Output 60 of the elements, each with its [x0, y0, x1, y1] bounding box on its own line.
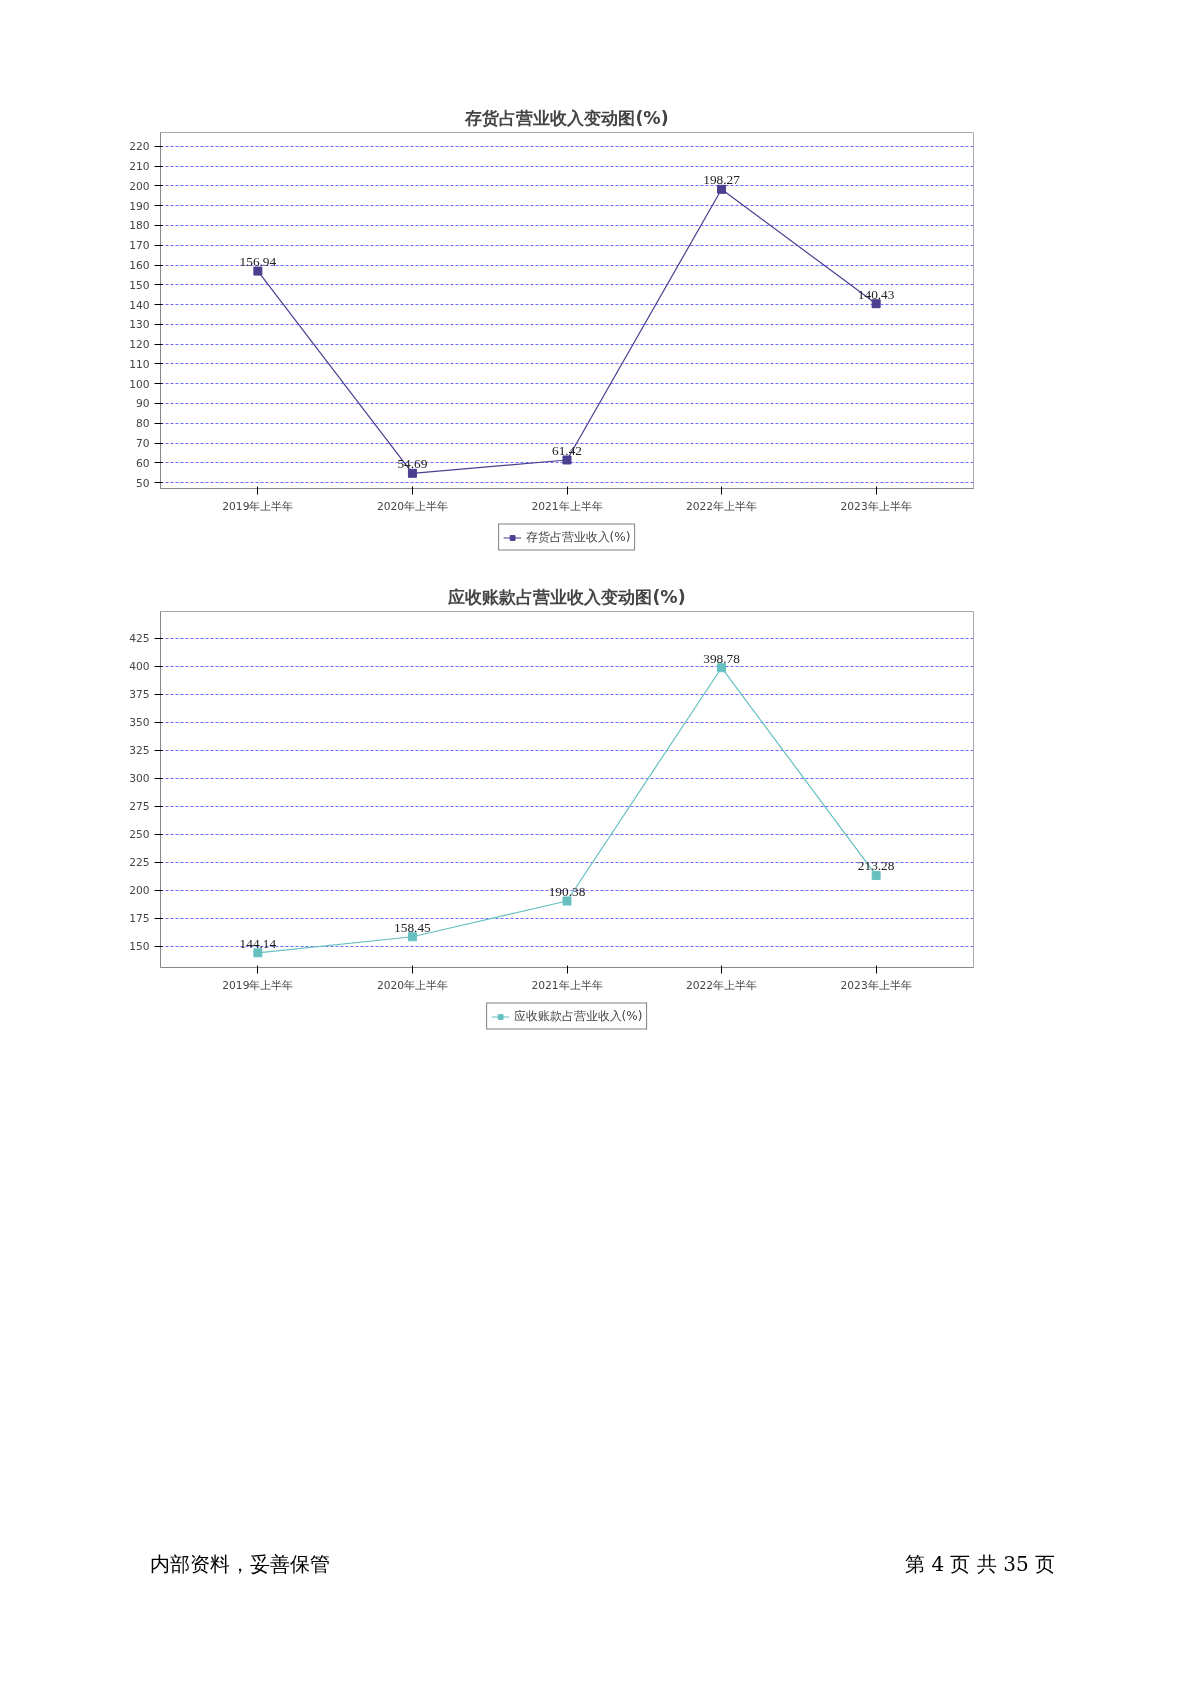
- data-label: 158.45: [394, 919, 432, 935]
- x-tick-label: 2023年上半年: [840, 499, 912, 513]
- x-tick-label: 2022年上半年: [686, 499, 758, 513]
- text: 第 4 页 共 35 页: [905, 1551, 1055, 1578]
- x-tick-label: 2021年上半年: [531, 978, 603, 992]
- y-tick-label: 175: [129, 912, 150, 926]
- point: [253, 948, 263, 958]
- y-tick-label: 90: [135, 397, 150, 411]
- x-tick-label: 2020年上半年: [376, 978, 448, 992]
- y-tick-label: 190: [129, 199, 150, 213]
- y-tick-label: 300: [129, 772, 150, 786]
- y-tick-label: 225: [129, 856, 150, 870]
- point: [717, 184, 727, 194]
- y-tick-label: 130: [129, 318, 150, 332]
- data-label: 213.28: [857, 858, 895, 874]
- data-label: 398.78: [703, 650, 741, 666]
- chart-title: 应收账款占营业收入变动图(%): [447, 586, 686, 607]
- x-tick-label: 2019年上半年: [222, 499, 294, 513]
- y-tick-label: 120: [129, 338, 150, 352]
- point: [562, 896, 572, 906]
- text: 内部资料，妥善保管: [150, 1551, 330, 1578]
- point: [253, 266, 263, 276]
- y-tick-label: 140: [129, 298, 150, 312]
- data-label: 144.14: [239, 935, 277, 951]
- y-tick-label: 160: [129, 259, 150, 273]
- chart-title: 存货占营业收入变动图(%): [464, 107, 669, 128]
- data-label: 190.38: [548, 884, 586, 900]
- y-tick-label: 70: [135, 437, 150, 451]
- legend-label: 应收账款占营业收入(%): [513, 1007, 643, 1025]
- data-label: 198.27: [703, 172, 741, 188]
- y-tick-label: 180: [129, 219, 150, 233]
- y-tick-label: 110: [129, 357, 150, 371]
- point: [717, 663, 727, 673]
- y-tick-label: 100: [129, 377, 150, 391]
- y-tick-label: 400: [129, 660, 150, 674]
- x-tick-label: 2023年上半年: [840, 978, 912, 992]
- data-label: 156.94: [239, 254, 277, 270]
- x-tick-label: 2019年上半年: [222, 978, 294, 992]
- y-tick-label: 60: [135, 456, 150, 470]
- y-tick-label: 250: [129, 828, 150, 842]
- point: [871, 870, 881, 880]
- y-tick-label: 150: [129, 278, 150, 292]
- y-tick-label: 210: [129, 160, 150, 174]
- y-tick-label: 170: [129, 239, 150, 253]
- x-tick-label: 2020年上半年: [376, 499, 448, 513]
- y-tick-label: 275: [129, 800, 150, 814]
- y-tick-label: 150: [129, 940, 150, 954]
- y-tick-label: 220: [129, 140, 150, 154]
- y-tick-label: 80: [135, 417, 150, 431]
- y-tick-label: 200: [129, 884, 150, 898]
- y-tick-label: 375: [129, 688, 150, 702]
- legend-label: 存货占营业收入(%): [525, 528, 631, 546]
- y-tick-label: 200: [129, 179, 150, 193]
- y-tick-label: 50: [135, 476, 150, 490]
- y-tick-label: 350: [129, 716, 150, 730]
- x-tick-label: 2022年上半年: [686, 978, 758, 992]
- y-tick-label: 325: [129, 744, 150, 758]
- point: [407, 932, 417, 942]
- y-tick-label: 425: [129, 632, 150, 646]
- x-tick-label: 2021年上半年: [531, 499, 603, 513]
